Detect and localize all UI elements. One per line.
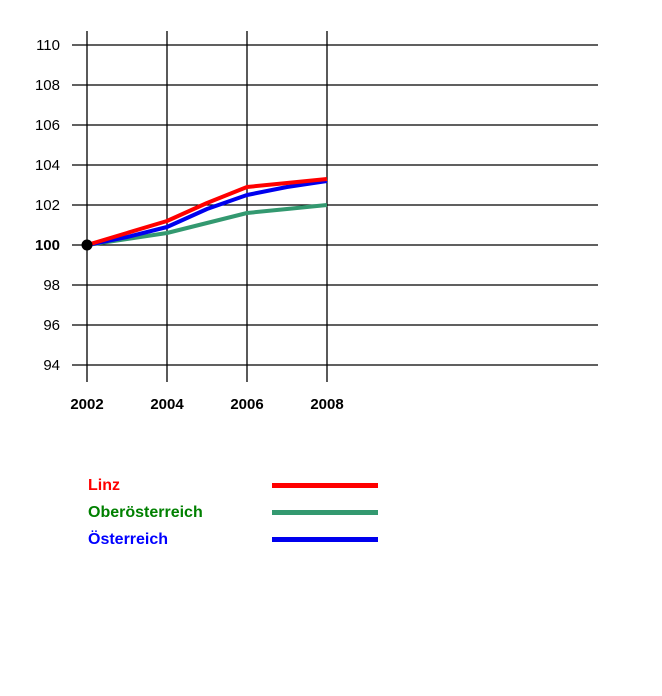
y-tick-label: 100 [35, 237, 60, 254]
legend-item-oberoesterreich: Oberösterreich [0, 503, 662, 530]
x-tick-label: 2008 [310, 396, 343, 413]
y-tick-label: 96 [43, 317, 60, 334]
x-tick-label: 2006 [230, 396, 263, 413]
legend-label-oberoesterreich: Oberösterreich [88, 504, 203, 521]
legend-line-swatch-oesterreich [272, 537, 378, 542]
legend-label-linz: Linz [88, 477, 120, 494]
y-tick-label: 106 [35, 117, 60, 134]
series-line-sterreich [86, 179, 328, 247]
series-line-linz [86, 177, 328, 247]
line-chart: 94 96 98 100 102 104 106 108 110 2002 2004 2006 2008 [35, 31, 598, 413]
legend-label-oesterreich: Österreich [88, 531, 169, 548]
y-tick-label: 108 [35, 77, 60, 94]
x-tick-label: 2004 [150, 396, 184, 413]
y-tick-label: 94 [43, 357, 60, 374]
x-tick-label: 2002 [70, 396, 103, 413]
legend-item-oesterreich: Österreich [0, 530, 662, 557]
legend-item-linz: Linz [0, 476, 662, 503]
start-marker-dot [81, 239, 93, 251]
y-tick-label: 104 [35, 157, 60, 174]
legend-line-swatch-linz [272, 483, 378, 488]
legend-line-swatch-oberoesterreich [272, 510, 378, 515]
y-tick-label: 98 [43, 277, 60, 294]
y-tick-label: 110 [36, 37, 60, 54]
y-tick-label: 102 [35, 197, 60, 214]
